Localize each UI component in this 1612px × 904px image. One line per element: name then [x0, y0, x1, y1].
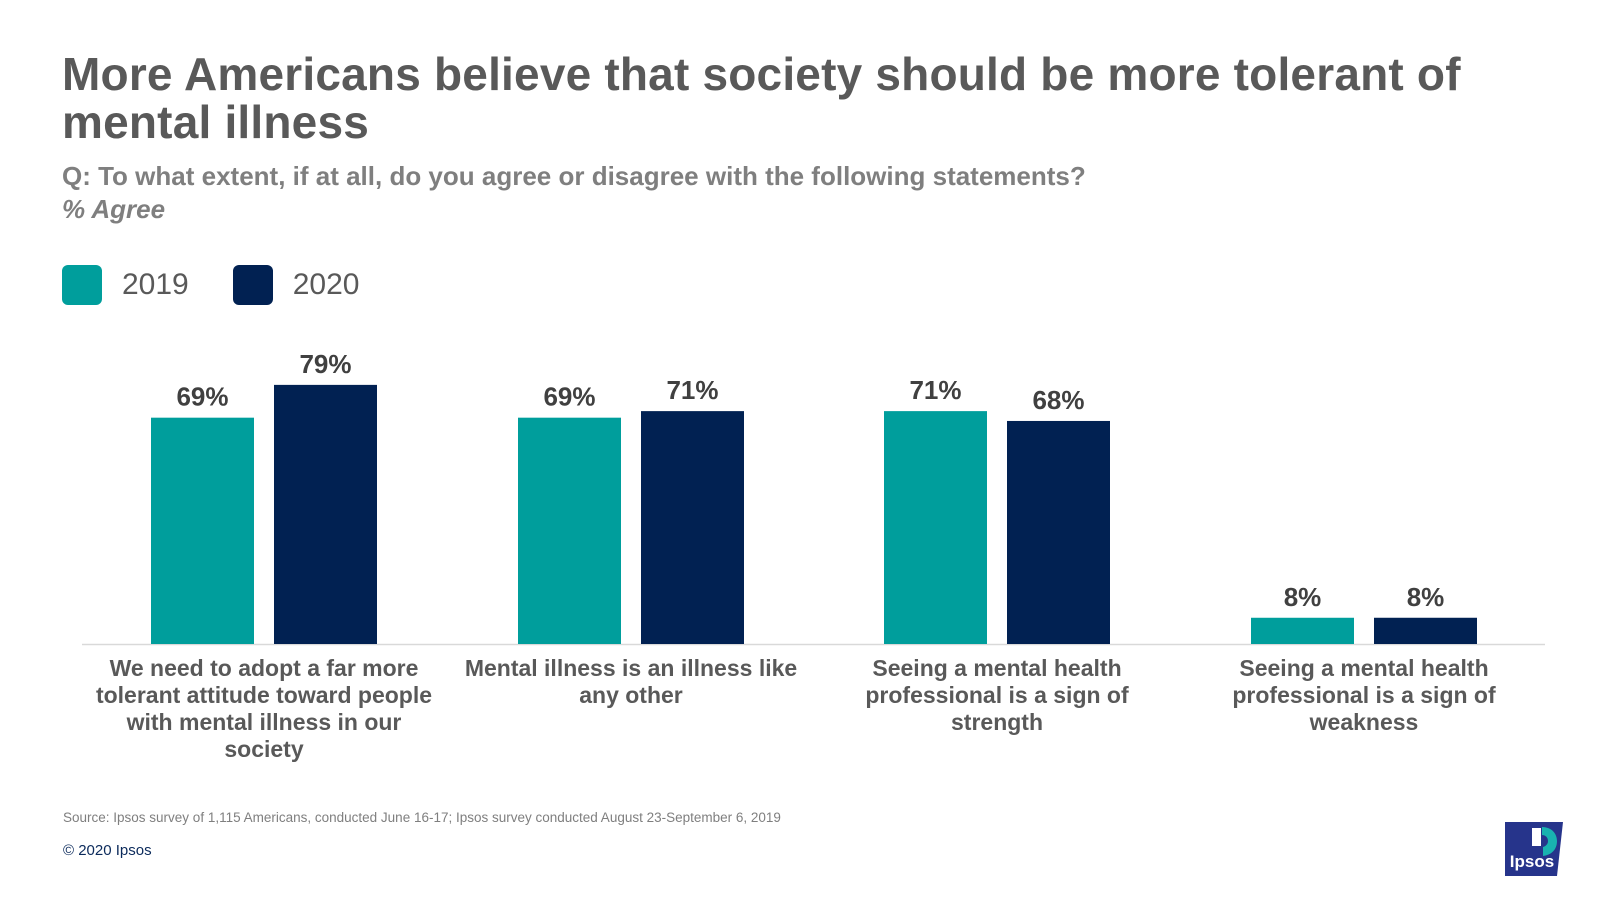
data-label-2020-category-2: 71% [666, 375, 718, 405]
legend-item-2020: 2020 [232, 265, 360, 305]
data-label-2020-category-1: 79% [299, 349, 351, 379]
bar-2020-category-4 [1374, 617, 1477, 644]
data-label-2019-category-1: 69% [176, 382, 228, 412]
chart-legend: 2019 2020 [62, 265, 404, 305]
bar-2019-category-4 [1251, 617, 1354, 644]
legend-swatch-2019 [62, 265, 102, 305]
category-label-2: Mental illness is an illness like any ot… [464, 655, 798, 708]
data-label-2019-category-2: 69% [543, 382, 595, 412]
bar-2019-category-1 [151, 417, 254, 644]
category-labels: We need to adopt a far more tolerant att… [0, 655, 1612, 765]
bar-2019-category-2 [518, 417, 621, 644]
data-label-2020-category-4: 8% [1407, 582, 1445, 612]
legend-item-2019: 2019 [62, 265, 189, 305]
legend-label-2020: 2020 [292, 268, 360, 301]
logo-text: Ipsos [1510, 852, 1554, 871]
category-label-4: Seeing a mental health professional is a… [1232, 655, 1496, 735]
data-label-2019-category-3: 71% [909, 375, 961, 405]
chart-title: More Americans believe that society shou… [62, 48, 1461, 148]
copyright-note: © 2020 Ipsos [63, 842, 152, 859]
question-text: Q: To what extent, if at all, do you agr… [62, 161, 1086, 191]
bar-2020-category-3 [1007, 420, 1110, 644]
category-label-1: We need to adopt a far more tolerant att… [95, 655, 433, 762]
source-note: Source: Ipsos survey of 1,115 Americans,… [63, 810, 781, 825]
data-label-2019-category-4: 8% [1284, 582, 1322, 612]
agree-note: % Agree [62, 194, 166, 224]
bar-2020-category-2 [641, 411, 744, 644]
legend-label-2019: 2019 [122, 268, 189, 301]
bar-2019-category-3 [884, 411, 987, 644]
category-label-3: Seeing a mental health professional is a… [865, 655, 1129, 735]
data-label-2020-category-3: 68% [1032, 385, 1084, 415]
legend-swatch-2020 [232, 265, 273, 305]
ipsos-logo-icon: Ipsos [1505, 822, 1563, 876]
bar-2020-category-1 [274, 384, 377, 644]
